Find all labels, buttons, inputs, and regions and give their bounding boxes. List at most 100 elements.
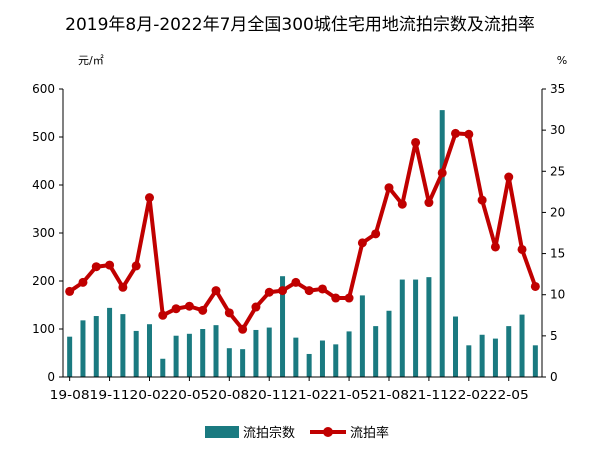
bar bbox=[319, 340, 325, 377]
bar bbox=[93, 316, 99, 377]
line-point bbox=[437, 168, 447, 178]
line-point bbox=[105, 260, 115, 270]
bar bbox=[213, 325, 219, 377]
line-point bbox=[264, 287, 274, 297]
line-point bbox=[144, 193, 154, 203]
bar bbox=[107, 307, 113, 377]
bar bbox=[186, 333, 192, 377]
line-point bbox=[424, 198, 434, 208]
bar bbox=[399, 279, 405, 377]
x-tick-label: 20-11 bbox=[249, 388, 289, 402]
left-tick-label: 500 bbox=[32, 130, 55, 144]
x-tick-label: 21-11 bbox=[409, 388, 449, 402]
line-point bbox=[530, 281, 540, 291]
bar bbox=[173, 335, 179, 377]
line-point bbox=[357, 238, 367, 248]
left-axis-unit: 元/㎡ bbox=[78, 54, 104, 67]
bar bbox=[413, 279, 419, 377]
line-point bbox=[158, 310, 168, 320]
line-point bbox=[65, 286, 75, 296]
bar bbox=[80, 320, 86, 377]
line-point bbox=[464, 129, 474, 139]
bar bbox=[266, 327, 272, 377]
legend-line-label: 流拍率 bbox=[350, 425, 389, 441]
bar bbox=[133, 330, 139, 377]
bar bbox=[333, 344, 339, 377]
line-point bbox=[278, 286, 288, 296]
line-point bbox=[371, 229, 381, 239]
bar bbox=[453, 316, 459, 377]
bar bbox=[253, 329, 259, 377]
right-tick-label: 20 bbox=[550, 205, 565, 219]
bar bbox=[466, 345, 472, 377]
left-tick-label: 0 bbox=[47, 370, 55, 384]
line-point bbox=[211, 286, 221, 296]
left-tick-label: 600 bbox=[32, 82, 55, 96]
line-point bbox=[477, 195, 487, 205]
line-point bbox=[118, 282, 128, 292]
left-axis-ticks: 0 100 200 300 400 500 600 bbox=[32, 82, 63, 384]
right-tick-label: 15 bbox=[550, 247, 565, 261]
bar bbox=[120, 314, 126, 377]
bar bbox=[439, 110, 445, 378]
x-tick-label: 21-08 bbox=[369, 388, 409, 402]
line-point bbox=[397, 199, 407, 209]
x-tick-label: 20-05 bbox=[169, 388, 209, 402]
line-layer bbox=[65, 128, 540, 334]
left-tick-label: 400 bbox=[32, 178, 55, 192]
left-tick-label: 100 bbox=[32, 322, 55, 336]
line-point bbox=[331, 293, 341, 303]
bar bbox=[67, 336, 73, 377]
line-point bbox=[131, 261, 141, 271]
bar bbox=[346, 331, 352, 377]
bar bbox=[146, 324, 152, 377]
legend-line-marker bbox=[323, 427, 333, 437]
right-tick-label: 30 bbox=[550, 123, 565, 137]
right-tick-label: 5 bbox=[550, 329, 558, 343]
left-tick-label: 300 bbox=[32, 226, 55, 240]
x-tick-label: 19-11 bbox=[90, 388, 130, 402]
bar bbox=[280, 276, 286, 377]
line-point bbox=[291, 277, 301, 287]
x-tick-label: 21-05 bbox=[329, 388, 369, 402]
bar bbox=[373, 326, 379, 377]
line-point bbox=[184, 301, 194, 311]
x-tick-label: 19-08 bbox=[50, 388, 90, 402]
line-point bbox=[224, 308, 234, 318]
line-series bbox=[67, 131, 538, 332]
line-point bbox=[198, 305, 208, 315]
right-tick-label: 0 bbox=[550, 370, 558, 384]
right-tick-label: 35 bbox=[550, 82, 565, 96]
x-tick-label: 21-02 bbox=[289, 388, 329, 402]
line-point bbox=[384, 183, 394, 193]
x-tick-label: 20-02 bbox=[129, 388, 169, 402]
line-point bbox=[344, 293, 354, 303]
bar bbox=[426, 277, 432, 377]
bar bbox=[359, 295, 365, 377]
x-tick-label: 22-02 bbox=[449, 388, 489, 402]
legend-bar-swatch bbox=[205, 426, 239, 438]
bar bbox=[293, 337, 299, 377]
right-tick-label: 10 bbox=[550, 288, 565, 302]
right-tick-label: 25 bbox=[550, 164, 565, 178]
right-axis-ticks: 0 5 10 15 20 25 30 35 bbox=[542, 82, 565, 384]
bar bbox=[226, 348, 232, 377]
x-tick-label: 22-05 bbox=[489, 388, 529, 402]
line-point bbox=[304, 286, 314, 296]
bar bbox=[306, 353, 312, 377]
line-point bbox=[91, 262, 101, 272]
chart-title: 2019年8月-2022年7月全国300城住宅用地流拍宗数及流拍率 bbox=[65, 15, 535, 35]
bars-layer bbox=[67, 110, 538, 378]
line-point bbox=[78, 277, 88, 287]
bar bbox=[160, 358, 166, 377]
legend: 流拍宗数 流拍率 bbox=[205, 425, 389, 441]
left-tick-label: 200 bbox=[32, 274, 55, 288]
legend-bar-label: 流拍宗数 bbox=[243, 425, 295, 441]
line-point bbox=[411, 137, 421, 147]
x-axis-ticks: 19-08 19-11 20-02 20-05 20-08 20-11 21-02 21-05… bbox=[50, 377, 529, 402]
line-point bbox=[504, 172, 514, 182]
bar bbox=[240, 349, 246, 377]
right-axis-unit: % bbox=[557, 54, 567, 67]
line-point bbox=[517, 244, 527, 254]
